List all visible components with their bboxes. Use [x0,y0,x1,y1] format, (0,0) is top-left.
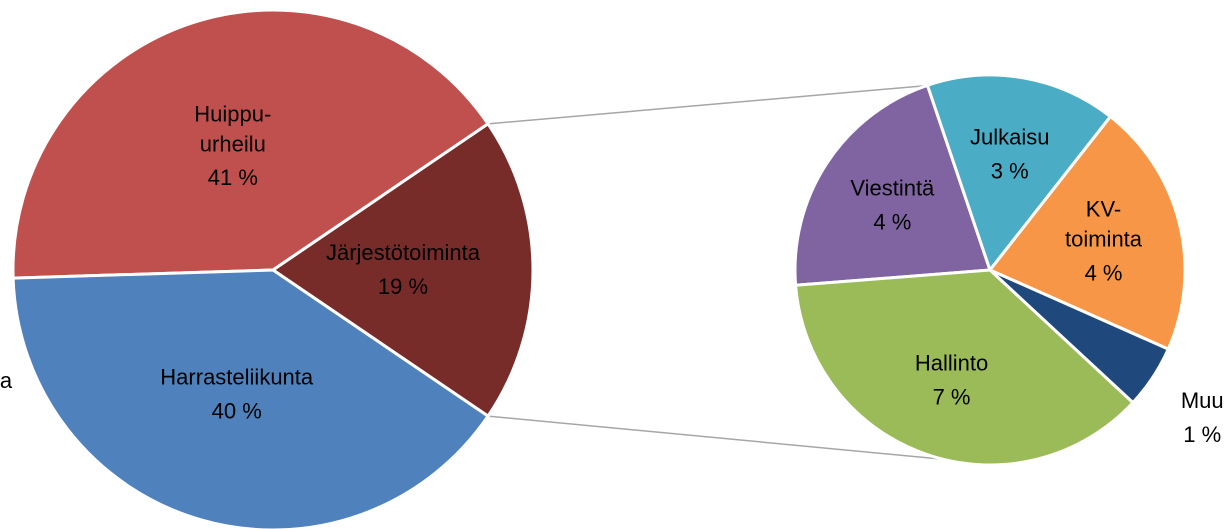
slice-value-label: 1 % [1183,422,1221,447]
connector-line [487,84,927,125]
slice-label: Järjestötoiminta [326,240,481,265]
pie-slice [793,83,993,287]
pie-slice [11,268,491,529]
connector-line [487,415,943,460]
slice-value-label: 41 % [208,165,258,190]
slice-value-label: 19 % [378,274,428,299]
slice-label: Muu [1181,388,1224,413]
pie-slice [270,121,535,419]
pie-slice [925,73,1113,274]
slice-value-label: 7 % [933,384,971,409]
pie-slice [793,268,1136,467]
slice-label: Huippu-urheilu [194,101,271,156]
connectors [487,84,943,460]
slice-value-label: 40 % [212,399,262,424]
pie-slice [11,8,491,280]
slice-label: Julkaisu [970,124,1049,149]
slice-label: Hallinto [915,350,988,375]
annotation: a [0,368,13,393]
slice-value-label: 4 % [873,209,911,234]
slice-value-label: 4 % [1085,261,1123,286]
slice-label: Viestintä [850,175,935,200]
slice-label: Harrasteliikunta [160,365,314,390]
slice-label: KV-toiminta [1065,197,1143,252]
slice-value-label: 3 % [991,158,1029,183]
